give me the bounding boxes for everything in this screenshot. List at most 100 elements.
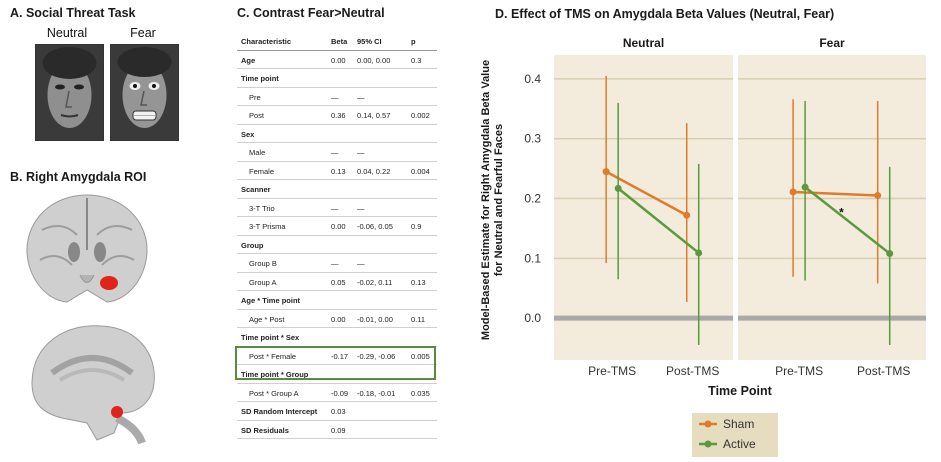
table-row-label: Post (249, 111, 265, 120)
table-row: Group (237, 236, 437, 254)
table-row: Female 0.13 0.04, 0.22 0.004 (237, 162, 437, 180)
table-header-cell: Characteristic (241, 37, 292, 46)
table-row-label: Time point * Sex (241, 333, 300, 342)
legend-label: Sham (723, 417, 754, 431)
table-header-cell: p (411, 37, 416, 46)
table-cell: 0.004 (411, 166, 430, 176)
data-point (683, 211, 691, 219)
table-row: Post * Female -0.17 -0.29, -0.06 0.005 (237, 347, 437, 365)
y-axis-label: Model-Based Estimate for Right Amygdala … (480, 60, 505, 340)
table-cell: -0.01, 0.00 (357, 314, 393, 324)
data-point (874, 192, 882, 200)
table-row-label: Pre (249, 92, 261, 102)
table-cell: 0.09 (331, 425, 346, 435)
tms-effect-chart: D. Effect of TMS on Amygdala Beta Values… (480, 7, 926, 457)
table-row: 3-T Trio — — (237, 199, 437, 217)
data-point (789, 188, 797, 196)
table-row-label: Time point (241, 74, 279, 83)
table-row: SD Random Intercept 0.03 (237, 402, 437, 421)
table-cell: -0.09 (331, 388, 349, 398)
table-row: Time point * Sex (237, 328, 437, 347)
facet-label: Fear (819, 36, 845, 50)
y-tick-label: 0.3 (524, 132, 541, 146)
table-cell: — (331, 148, 339, 157)
coronal-brain-image (22, 190, 152, 310)
table-row: Post * Group A -0.09 -0.18, -0.01 0.035 (237, 384, 437, 402)
data-point (614, 184, 622, 192)
table-cell: 0.00 (331, 314, 346, 324)
table-row: Age * Time point (237, 291, 437, 310)
table-cell: — (331, 92, 339, 102)
panel-b-title: B. Right Amygdala ROI (10, 170, 147, 184)
y-tick-label: 0.2 (524, 192, 541, 206)
table-cell: — (357, 259, 365, 268)
table-cell: -0.29, -0.06 (357, 351, 396, 361)
neutral-face-image (35, 44, 104, 141)
series-line (617, 187, 700, 254)
table-cell: 0.9 (411, 222, 422, 231)
table-cell: -0.17 (331, 351, 349, 361)
table-row-label: Sex (241, 129, 255, 139)
table-cell: — (331, 203, 339, 213)
table-row-label: SD Random Intercept (241, 407, 318, 416)
legend-box (692, 413, 778, 457)
table-row-label: 3-T Prisma (249, 222, 286, 231)
table-cell: 0.00, 0.00 (357, 55, 391, 65)
table-cell: 0.002 (411, 111, 430, 120)
series-line (605, 170, 688, 217)
table-cell: 0.035 (411, 388, 430, 398)
legend-swatch-point (704, 420, 712, 428)
table-row-label: Scanner (241, 185, 271, 194)
sagittal-brain-image (22, 318, 162, 458)
interaction-highlight-box (235, 346, 436, 380)
table-row-label: Age * Post (249, 314, 285, 324)
data-point (695, 249, 703, 257)
table-row-label: 3-T Trio (249, 203, 275, 213)
table-row: Group A 0.05 -0.02, 0.11 0.13 (237, 273, 437, 291)
y-tick-label: 0.0 (524, 311, 541, 325)
table-cell: 0.13 (411, 277, 426, 287)
table-row: Post 0.36 0.14, 0.57 0.002 (237, 106, 437, 125)
table-row: 3-T Prisma 0.00 -0.06, 0.05 0.9 (237, 217, 437, 236)
panel-a-title: A. Social Threat Task (10, 6, 136, 20)
table-cell: — (357, 92, 365, 102)
table-cell: -0.06, 0.05 (357, 222, 393, 231)
face-label-fear: Fear (130, 26, 156, 40)
y-tick-label: 0.1 (524, 251, 541, 265)
table-cell: 0.3 (411, 55, 422, 65)
table-row: Time point * Group (237, 365, 437, 384)
table-header-cell: 95% CI (357, 37, 382, 46)
table-header-cell: Beta (331, 37, 348, 46)
table-cell: 0.04, 0.22 (357, 166, 391, 176)
table-row-label: Female (249, 166, 275, 176)
legend-label: Active (723, 437, 756, 451)
series-line (793, 190, 878, 197)
table-cell: 0.00 (331, 222, 346, 231)
table-row-label: Age (241, 55, 256, 65)
table-row: Scanner (237, 180, 437, 199)
table-row-label: Group (241, 240, 264, 250)
table-cell: 0.36 (331, 111, 346, 120)
x-tick-label: Pre-TMS (775, 364, 823, 378)
table-row-label: Group B (249, 259, 277, 268)
table-row: Group B — — (237, 254, 437, 273)
table-row-label: Time point * Group (241, 370, 309, 379)
table-cell: -0.18, -0.01 (357, 388, 396, 398)
data-point (886, 250, 894, 258)
panel-c-title: C. Contrast Fear>Neutral (237, 6, 385, 20)
table-header-row: Characteristic Beta 95% CI p (237, 32, 437, 51)
table-row: Male — — (237, 143, 437, 162)
facet-label: Neutral (623, 36, 664, 50)
regression-table: Characteristic Beta 95% CI p Age 0.00 0.00, 0.… (237, 32, 437, 439)
table-cell: 0.005 (411, 351, 430, 361)
x-axis-label: Time Point (708, 384, 773, 398)
table-row-label: Post * Group A (249, 388, 299, 398)
table-row-label: Age * Time point (241, 296, 301, 305)
chart-title: D. Effect of TMS on Amygdala Beta Values… (495, 7, 834, 21)
significance-annotation: * (839, 205, 844, 219)
table-row-label: Post * Female (249, 351, 297, 361)
table-row-label: Male (249, 148, 266, 157)
table-row: Time point (237, 69, 437, 88)
table-row: Age 0.00 0.00, 0.00 0.3 (237, 51, 437, 69)
table-cell: -0.02, 0.11 (357, 277, 393, 287)
